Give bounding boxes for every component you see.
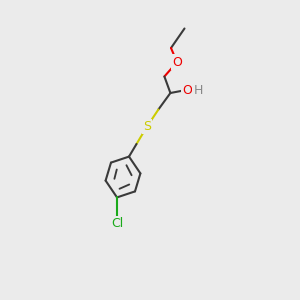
Text: O: O [182,83,192,97]
Text: H: H [193,84,203,97]
Text: S: S [143,120,151,133]
Text: O: O [172,56,182,69]
Text: Cl: Cl [111,217,123,230]
